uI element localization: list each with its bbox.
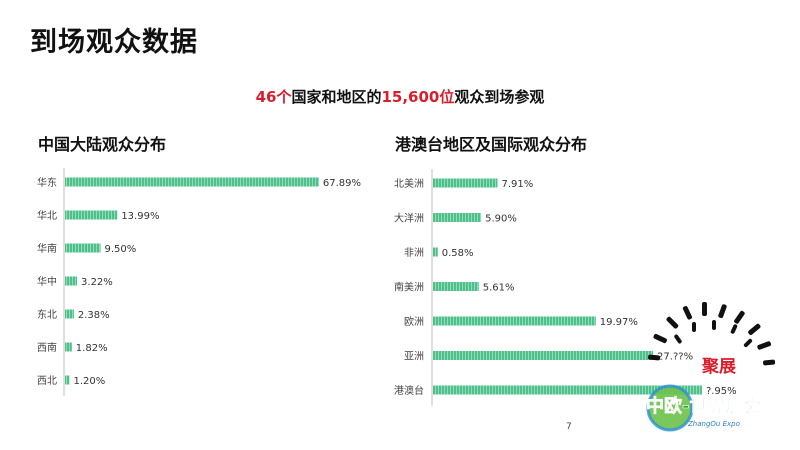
data-label-0-0: 67.89%: [323, 178, 361, 189]
bar-0-6: [65, 375, 70, 385]
category-label-0-4: 东北: [37, 308, 57, 321]
bar-1-1: [433, 213, 482, 222]
bar-0-3: [65, 276, 78, 286]
category-label-0-6: 西北: [37, 375, 57, 387]
chart-title-mainland: 中国大陆观众分布: [38, 135, 167, 154]
data-label-0-1: 13.99%: [121, 211, 159, 222]
bar-0-5: [65, 342, 72, 352]
chart-title-international: 港澳台地区及国际观众分布: [395, 135, 588, 154]
data-label-0-5: 1.82%: [76, 343, 108, 354]
category-label-1-5: 亚洲: [404, 351, 424, 363]
bar-0-4: [65, 309, 74, 319]
bar-1-6: [433, 385, 702, 395]
page-number: 7: [566, 422, 572, 432]
bar-1-4: [433, 316, 596, 326]
logo-main-text: 中欧-世界展会: [646, 395, 761, 417]
data-label-1-6: ?.95%: [706, 386, 737, 397]
bar-1-5: [433, 351, 654, 360]
logo-sub-text: ZhangOu Expo: [687, 420, 740, 428]
data-label-0-4: 2.38%: [78, 310, 110, 321]
bar-1-3: [433, 282, 479, 291]
data-label-1-5: 27.??%: [657, 352, 693, 363]
bar-0-0: [65, 177, 319, 187]
data-label-1-2: 0.58%: [442, 248, 474, 259]
category-label-1-3: 南美洲: [394, 281, 424, 294]
category-label-1-6: 港澳台: [394, 384, 424, 397]
headline-country-count: 46个: [255, 88, 292, 106]
data-label-0-3: 3.22%: [81, 277, 113, 288]
category-label-0-0: 华东: [37, 176, 57, 189]
zhangou-expo-logo: 聚展 中欧-世界展会 ZhangOu Expo: [646, 302, 776, 432]
bar-1-2: [433, 247, 438, 257]
slide-title: 到场观众数据: [30, 27, 198, 58]
bar-0-2: [65, 243, 101, 253]
category-label-0-1: 华北: [37, 209, 57, 222]
data-label-1-0: 7.91%: [501, 179, 533, 190]
category-label-0-3: 华中: [37, 275, 57, 288]
category-label-1-0: 北美洲: [394, 177, 424, 190]
category-label-1-2: 非洲: [404, 247, 424, 259]
logo-top-text: 聚展: [701, 357, 736, 377]
qr-frame-icon: [648, 302, 776, 366]
bar-1-0: [433, 178, 498, 188]
bar-0-1: [65, 210, 118, 220]
headline-visitor-count: 15,600位: [381, 88, 455, 106]
headline: 46个国家和地区的15,600位观众到场参观: [0, 86, 800, 107]
category-label-0-2: 华南: [37, 242, 57, 255]
data-label-0-6: 1.20%: [73, 376, 105, 387]
category-label-0-5: 西南: [37, 341, 57, 354]
category-label-1-1: 大洋洲: [394, 212, 424, 225]
data-label-0-2: 9.50%: [105, 244, 137, 255]
category-label-1-4: 欧洲: [404, 316, 424, 328]
headline-text-2: 观众到场参观: [454, 88, 545, 106]
data-label-1-1: 5.90%: [485, 214, 517, 225]
globe-icon: [648, 386, 692, 430]
data-label-1-3: 5.61%: [483, 283, 515, 294]
headline-text-1: 国家和地区的: [291, 88, 382, 106]
data-label-1-4: 19.97%: [600, 317, 638, 328]
